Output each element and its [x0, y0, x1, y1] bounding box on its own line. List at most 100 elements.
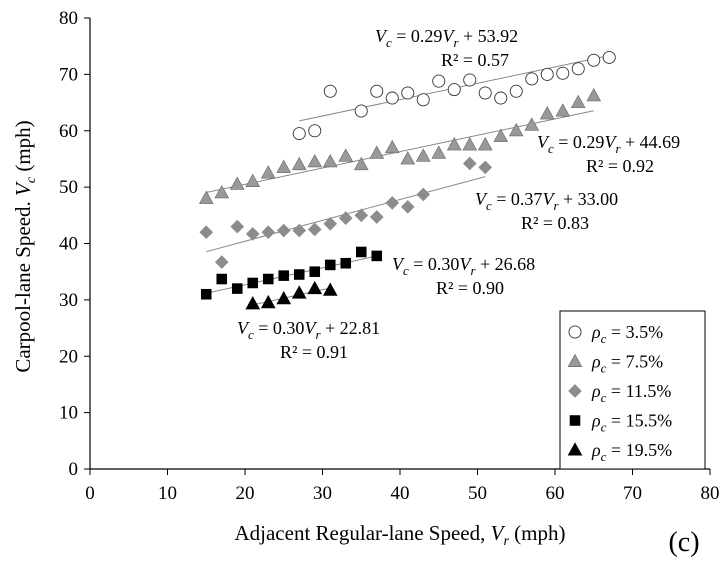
- x-tick-label: 40: [391, 483, 410, 504]
- legend-marker: [568, 384, 582, 398]
- legend-label: ρc = 11.5%: [591, 381, 671, 405]
- y-tick-label: 20: [59, 346, 78, 367]
- data-point: [369, 210, 384, 224]
- data-point: [401, 86, 415, 100]
- data-point: [524, 117, 540, 131]
- y-tick-label: 40: [59, 234, 78, 255]
- data-point: [555, 103, 571, 117]
- data-point: [276, 159, 292, 173]
- data-point: [602, 50, 616, 64]
- data-point: [540, 67, 554, 81]
- x-tick-label: 10: [158, 483, 177, 504]
- data-point: [276, 223, 291, 238]
- data-point: [292, 127, 306, 141]
- r-squared-label: R² = 0.92: [586, 156, 654, 176]
- data-point: [278, 270, 290, 281]
- data-point: [214, 184, 230, 199]
- y-tick-label: 70: [59, 64, 78, 85]
- data-point: [229, 176, 245, 190]
- panel-label: (c): [668, 527, 699, 558]
- data-point: [323, 216, 338, 231]
- data-point: [338, 211, 353, 225]
- legend-marker: [569, 415, 581, 426]
- data-point: [199, 225, 214, 240]
- data-point: [370, 84, 384, 98]
- legend-marker: [568, 325, 582, 339]
- trend-equation: Vc​ = 0.30Vr​ + 26.68: [392, 254, 535, 278]
- legend-marker: [567, 353, 583, 367]
- legend-label: ρc = 7.5%: [591, 352, 663, 376]
- y-tick-label: 60: [59, 121, 78, 142]
- legend-box: [559, 310, 706, 470]
- data-point: [322, 153, 338, 168]
- y-tick-label: 50: [59, 177, 78, 198]
- y-tick-label: 80: [59, 8, 78, 29]
- r-squared-label: R² = 0.83: [521, 213, 589, 233]
- data-point: [354, 208, 369, 223]
- legend-label: ρc = 3.5%: [591, 322, 663, 346]
- data-point: [261, 225, 276, 240]
- trendline: [206, 255, 377, 294]
- x-tick-label: 70: [623, 483, 642, 504]
- data-point: [245, 173, 261, 187]
- data-point: [291, 285, 307, 299]
- legend-marker: [567, 442, 583, 456]
- data-point: [293, 269, 305, 280]
- data-point: [478, 86, 492, 100]
- x-tick-label: 0: [85, 483, 95, 504]
- data-point: [446, 137, 462, 151]
- legend-label: ρc = 15.5%: [591, 411, 672, 435]
- trend-equation: Vc​ = 0.29Vr​ + 44.69: [537, 132, 680, 156]
- data-point: [508, 122, 524, 137]
- data-point: [463, 73, 477, 87]
- data-point: [385, 196, 400, 210]
- data-point: [322, 282, 338, 296]
- data-point: [231, 283, 243, 294]
- data-point: [324, 259, 336, 271]
- data-point: [245, 227, 260, 241]
- data-point: [494, 91, 508, 105]
- data-point: [477, 137, 493, 151]
- data-point: [216, 273, 228, 285]
- data-point: [230, 219, 245, 234]
- data-point: [400, 151, 416, 165]
- legend-label: ρc = 19.5%: [591, 440, 672, 464]
- x-tick-label: 30: [313, 483, 332, 504]
- data-point: [214, 255, 229, 269]
- data-point: [354, 104, 368, 118]
- data-point: [245, 296, 261, 310]
- data-point: [260, 165, 276, 179]
- x-tick-label: 60: [546, 483, 565, 504]
- data-point: [262, 273, 274, 285]
- trend-equation: Vc​ = 0.29Vr​ + 53.92: [375, 26, 518, 50]
- data-point: [462, 137, 478, 151]
- r-squared-label: R² = 0.91: [280, 342, 348, 362]
- data-point: [462, 156, 477, 171]
- data-point: [586, 88, 602, 102]
- data-point: [493, 128, 509, 142]
- trend-equation: Vc​ = 0.30Vr​ + 22.81: [237, 318, 380, 342]
- r-squared-label: R² = 0.57: [441, 50, 509, 70]
- data-point: [260, 294, 276, 309]
- data-point: [416, 187, 431, 202]
- data-point: [291, 156, 307, 171]
- x-axis-label: Adjacent Regular-lane Speed, Vr​ (mph): [234, 521, 565, 549]
- data-point: [539, 106, 555, 120]
- data-point: [307, 280, 323, 295]
- data-point: [309, 266, 321, 277]
- y-tick-label: 30: [59, 290, 78, 311]
- data-point: [355, 246, 367, 258]
- data-point: [587, 53, 601, 67]
- data-point: [415, 148, 431, 162]
- data-point: [571, 62, 585, 76]
- data-point: [200, 288, 212, 300]
- data-point: [416, 93, 430, 107]
- data-point: [369, 145, 385, 159]
- data-point: [570, 94, 586, 109]
- data-point: [276, 290, 292, 305]
- data-point: [198, 190, 214, 204]
- data-point: [385, 91, 399, 105]
- data-point: [431, 145, 447, 159]
- y-tick-label: 0: [69, 459, 79, 480]
